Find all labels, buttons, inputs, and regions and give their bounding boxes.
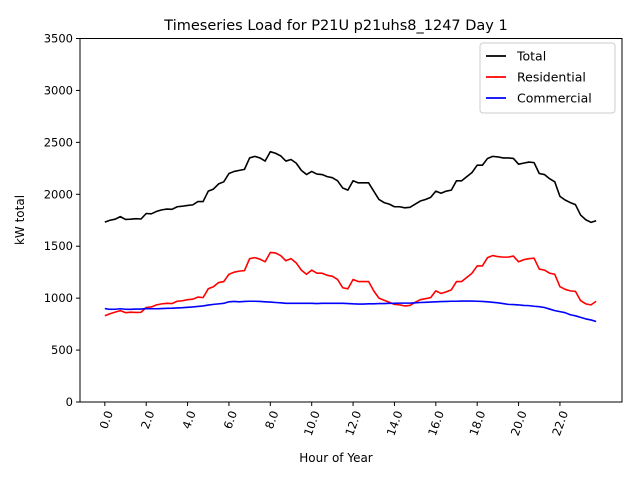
x-tick-label: 0.0 xyxy=(97,409,116,431)
x-tick-label: 12.0 xyxy=(342,409,364,438)
y-tick-label: 2500 xyxy=(44,135,73,149)
x-tick-label: 18.0 xyxy=(466,409,488,438)
series-line-commercial xyxy=(104,300,597,323)
legend: Total Residential Commercial xyxy=(479,42,616,114)
x-ticks: 0.0 2.0 4.0 6.0 8.0 10.0 12.0 14.0 16.0 18.0 20.0 2… xyxy=(97,402,571,438)
x-tick-label: 14.0 xyxy=(384,409,406,438)
x-tick-label: 22.0 xyxy=(549,409,571,438)
x-tick-label: 2.0 xyxy=(138,409,157,431)
legend-box xyxy=(479,42,616,114)
y-tick-label: 3500 xyxy=(44,32,73,46)
y-tick-label: 2000 xyxy=(44,187,73,201)
legend-label-residential: Residential xyxy=(517,70,586,85)
y-tick-label: 0 xyxy=(66,395,73,409)
x-tick-label: 6.0 xyxy=(221,409,240,431)
y-tick-label: 1500 xyxy=(44,239,73,253)
y-axis-label: kW total xyxy=(13,195,27,245)
legend-label-commercial: Commercial xyxy=(517,91,592,106)
x-tick-label: 10.0 xyxy=(301,409,323,438)
series-line-total xyxy=(104,150,597,224)
x-axis-label: Hour of Year xyxy=(299,451,373,465)
y-tick-label: 3000 xyxy=(44,83,73,97)
x-tick-label: 20.0 xyxy=(508,409,530,438)
legend-label-total: Total xyxy=(516,49,546,64)
x-tick-label: 8.0 xyxy=(262,409,281,431)
x-tick-label: 4.0 xyxy=(179,409,198,431)
y-ticks: 0 500 1000 1500 2000 2500 3000 3500 xyxy=(44,32,80,409)
y-tick-label: 1000 xyxy=(44,291,73,305)
chart-title: Timeseries Load for P21U p21uhs8_1247 Da… xyxy=(163,18,507,34)
series-layer xyxy=(104,150,597,323)
plot-frame xyxy=(79,38,623,403)
series-line-residential xyxy=(104,251,597,317)
x-tick-label: 16.0 xyxy=(425,409,447,438)
y-tick-label: 500 xyxy=(51,343,73,357)
